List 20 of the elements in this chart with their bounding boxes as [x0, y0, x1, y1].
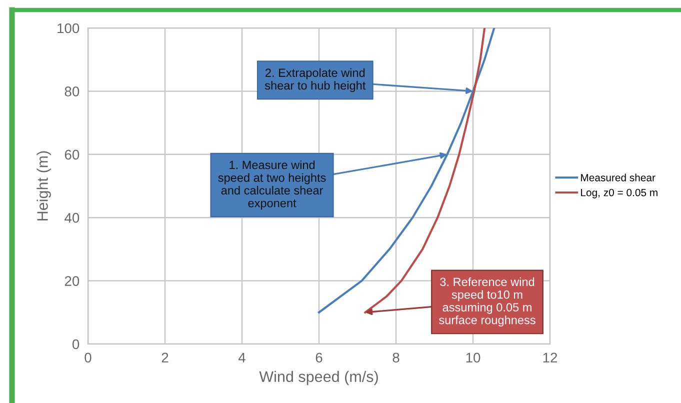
annotation: 2. Extrapolate wind shear to hub height [264, 68, 366, 92]
legend-label: Log, z0 = 0.05 m [581, 188, 658, 198]
x-tick-label: 10 [466, 352, 480, 363]
x-tick-label: 4 [238, 352, 246, 362]
y-axis-title: Height (m) [36, 151, 51, 220]
x-tick-label: 12 [543, 352, 558, 362]
x-tick-label: 6 [316, 352, 322, 363]
y-tick-label: 20 [64, 276, 80, 286]
x-axis-title: Wind speed (m/s) [259, 370, 378, 386]
y-tick-label: 60 [64, 150, 80, 160]
y-tick-label: 0 [72, 339, 80, 350]
x-tick-label: 8 [392, 352, 400, 363]
y-tick-label: 80 [64, 86, 80, 96]
annotation: 3. Reference wind speed to10 m assuming 0.05 m surface roughness [439, 277, 536, 327]
legend-label: Measured shear [581, 174, 656, 182]
y-tick-label: 100 [58, 23, 80, 34]
y-tick-label: 40 [64, 212, 80, 223]
annotation: 1. Measure wind speed at two heights and calculate shear exponent [218, 160, 326, 210]
x-tick-label: 2 [162, 352, 168, 362]
x-tick-label: 0 [84, 352, 92, 363]
